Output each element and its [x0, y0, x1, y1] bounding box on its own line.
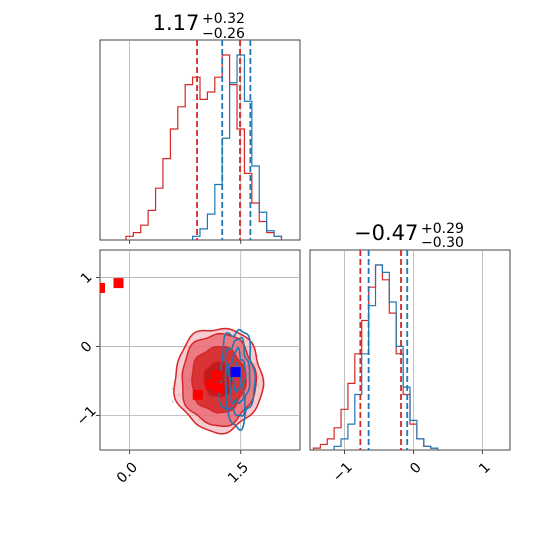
joint-panel: 0.0 1.5 1 0 −1 — [74, 249, 301, 487]
x-tick-label: 0 — [407, 460, 425, 478]
red-square-marker — [100, 282, 105, 293]
marginal-param2-blue-histogram — [333, 264, 439, 450]
blue-histogram-step — [333, 264, 439, 450]
param1-title-upper: +0.32 — [202, 11, 245, 27]
y-tick-label: 0 — [78, 338, 96, 356]
y-tick-label: 1 — [78, 269, 96, 287]
param1-title: 1.17 — [153, 11, 200, 35]
scatter-point — [256, 354, 259, 357]
red-square-marker — [212, 370, 223, 381]
scatter-point — [171, 400, 174, 403]
x-tick-label: 0.0 — [114, 460, 141, 487]
blue-contour-level — [227, 346, 247, 405]
marginal-param1-bottom-ticks — [129, 240, 242, 244]
param1-title-lower: −0.26 — [202, 26, 245, 42]
x-tick-label: 1 — [476, 460, 494, 478]
joint-markers — [100, 278, 241, 400]
marginal-param2-x-ticks: −1 0 1 — [330, 450, 494, 485]
marginal-panel-param2-grid — [344, 250, 483, 450]
blue-square-marker — [230, 367, 241, 378]
red-square-marker — [213, 382, 224, 393]
marginal-param1-quantile-lines — [196, 40, 252, 240]
marginal-param2-quantile-lines — [359, 250, 409, 450]
red-histogram-step — [125, 54, 283, 240]
y-tick-label: −1 — [74, 403, 100, 429]
param2-title-value: −0.47 — [354, 221, 418, 245]
scatter-point — [171, 387, 174, 390]
red-square-marker — [113, 278, 124, 289]
param2-title-upper: +0.29 — [421, 221, 464, 237]
x-tick-label: −1 — [330, 460, 356, 486]
marginal-panel-param1-frame — [99, 39, 301, 241]
red-square-marker — [206, 379, 217, 390]
marginal-param1-red-histogram — [125, 54, 283, 240]
blue-contour-level — [231, 361, 242, 394]
joint-x-ticks: 0.0 1.5 — [114, 450, 252, 487]
blue-histogram-step — [191, 54, 283, 240]
marginal-param1-blue-histogram — [191, 54, 283, 240]
marginal-panel-param2-frame — [309, 249, 511, 451]
marginal-panel-param1: 1.17 +0.32 −0.26 — [99, 11, 301, 244]
param1-title-value: 1.17 — [153, 11, 200, 35]
red-square-marker — [192, 389, 203, 400]
joint-y-ticks: 1 0 −1 — [74, 269, 100, 429]
blue-contour-level — [224, 336, 251, 417]
param2-title-lower: −0.30 — [421, 235, 464, 251]
joint-panel-frame — [99, 249, 301, 451]
x-tick-label: 1.5 — [225, 460, 252, 487]
marginal-panel-param1-grid — [129, 40, 242, 240]
marginal-panel-param2: −1 0 1 −0.47 +0.29 −0.30 — [309, 221, 511, 485]
